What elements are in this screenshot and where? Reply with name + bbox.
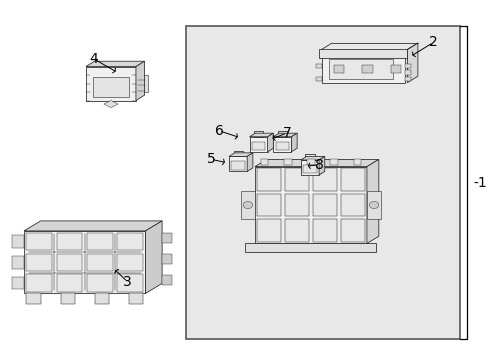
Bar [117,233,143,250]
Bar [312,219,336,242]
Bar [26,253,52,271]
Bar [245,243,376,252]
Bar [312,168,336,191]
Text: 2: 2 [428,36,437,49]
Bar [87,233,113,250]
Polygon shape [249,133,273,137]
Bar [362,65,372,73]
Polygon shape [318,157,324,175]
Bar [315,77,321,81]
Bar [228,157,246,171]
Polygon shape [300,157,324,160]
Bar [285,168,308,191]
Bar [315,64,321,68]
Bar [57,274,82,292]
Bar [256,219,281,242]
Bar [404,70,410,75]
Polygon shape [136,61,144,100]
Polygon shape [407,43,417,83]
Bar [93,77,128,97]
Bar [61,293,75,304]
Bar [162,254,171,264]
Bar [275,142,288,150]
Bar [300,160,318,175]
Bar [24,231,145,293]
Bar [162,275,171,285]
Bar [249,137,267,152]
Polygon shape [366,159,378,243]
Text: 6: 6 [214,124,223,138]
Bar [12,235,24,248]
Bar [26,274,52,292]
Bar [57,253,82,271]
Polygon shape [103,100,118,108]
Bar [340,168,364,191]
Bar [260,159,268,165]
Polygon shape [291,133,297,152]
Text: 5: 5 [206,152,215,166]
Bar [285,219,308,242]
Polygon shape [254,159,378,167]
Bar [117,253,143,271]
Bar [256,194,281,216]
Bar [340,219,364,242]
Text: -1: -1 [472,176,486,190]
Bar [26,233,52,250]
Polygon shape [246,153,252,171]
Text: 4: 4 [89,51,98,66]
Polygon shape [267,133,273,152]
Bar [87,274,113,292]
Bar [333,65,344,73]
Bar [57,233,82,250]
Bar [404,77,410,81]
Polygon shape [24,221,162,231]
Bar [312,194,336,216]
Bar [254,167,366,243]
Polygon shape [86,61,144,67]
Bar [231,161,244,170]
Text: 3: 3 [123,275,132,289]
Circle shape [243,202,252,208]
Polygon shape [228,153,252,157]
Bar [306,159,314,165]
Bar [117,274,143,292]
Text: 7: 7 [282,126,291,140]
Circle shape [368,202,378,208]
Bar [328,59,392,79]
Bar [273,137,291,152]
Bar [390,65,400,73]
Polygon shape [273,133,297,137]
Bar [86,67,136,100]
Bar [366,191,381,219]
Bar [186,26,459,339]
Bar [26,293,41,304]
Bar [321,56,404,83]
Bar [330,159,337,165]
Bar [251,142,264,150]
Bar [340,194,364,216]
Bar [12,276,24,289]
Bar [254,131,263,137]
Bar [305,154,314,160]
Bar [303,165,316,173]
Text: 8: 8 [314,158,324,172]
Bar [95,293,109,304]
Polygon shape [145,221,162,293]
Bar [128,293,143,304]
Bar [136,75,147,93]
Bar [256,168,281,191]
Bar [12,256,24,269]
Bar [233,151,242,157]
Bar [404,64,410,68]
Bar [284,159,291,165]
Bar [353,159,361,165]
Bar [240,191,254,219]
Bar [319,49,407,58]
Bar [162,233,171,243]
Bar [285,194,308,216]
Bar [277,131,286,137]
Bar [87,253,113,271]
